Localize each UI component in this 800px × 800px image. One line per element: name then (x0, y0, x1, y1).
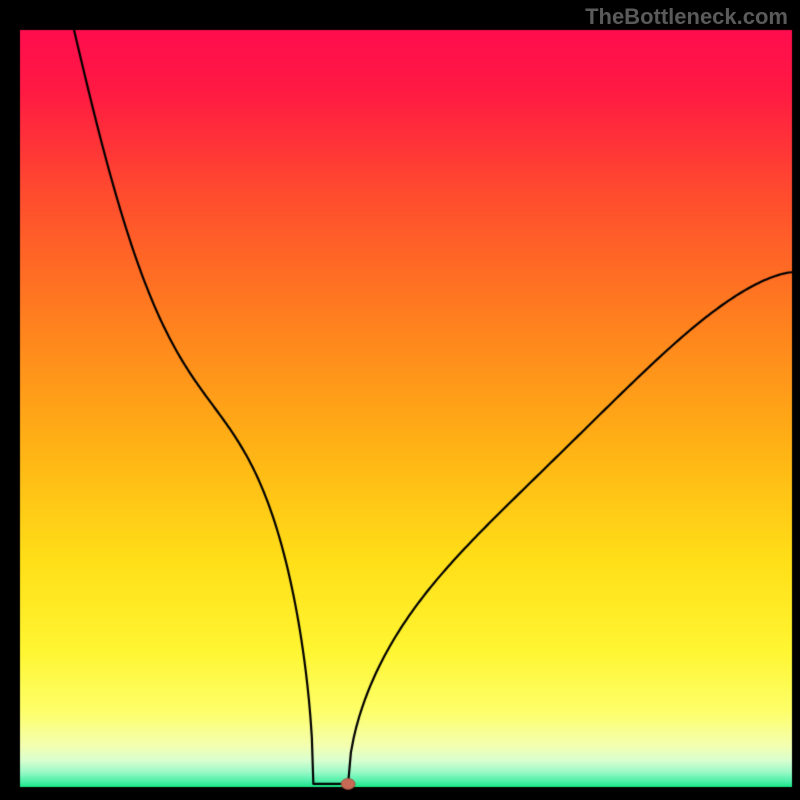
chart-stage: TheBottleneck.com (0, 0, 800, 800)
bottleneck-curve-chart (0, 0, 800, 800)
